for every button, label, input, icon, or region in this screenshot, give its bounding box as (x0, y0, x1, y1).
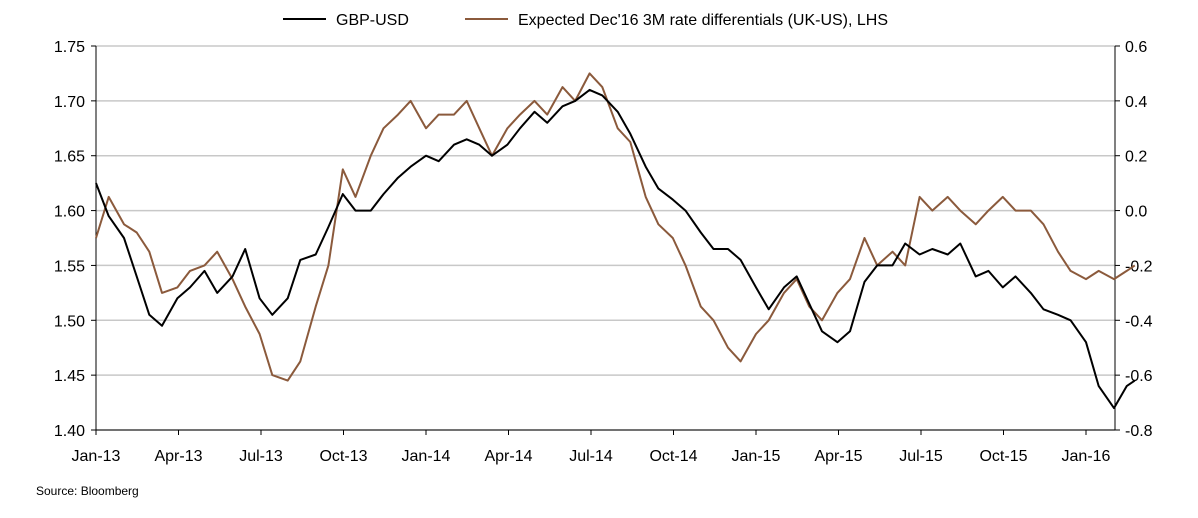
grid (96, 45, 1115, 431)
x-axis-ticks: Jan-13 Apr-13 Jul-13 Oct-13 Jan-14 Apr-14 Jul-… (72, 430, 1111, 465)
left-tick-label: 1.75 (54, 39, 85, 56)
series-line-rate-diff (95, 72, 1136, 382)
x-tick-label: Jan-13 (72, 448, 121, 465)
right-tick-label: -0.2 (1125, 258, 1153, 275)
right-tick-label: 0.2 (1125, 149, 1147, 166)
left-axis-ticks: 1.75 1.70 1.65 1.60 1.55 1.50 1.45 1.40 (54, 39, 96, 440)
right-tick-label: 0.4 (1125, 94, 1147, 111)
axes (95, 46, 1116, 431)
right-axis-ticks: 0.6 0.4 0.2 0.0 -0.2 -0.4 -0.6 -0.8 (1115, 39, 1153, 440)
series-line-gbp-usd (95, 88, 1136, 410)
left-tick-label: 1.40 (54, 423, 85, 440)
x-tick-label: Jan-14 (402, 448, 451, 465)
x-tick-label: Jul-15 (899, 448, 943, 465)
x-tick-label: Apr-15 (814, 448, 862, 465)
right-tick-label: -0.4 (1125, 313, 1153, 330)
left-tick-label: 1.45 (54, 368, 85, 385)
x-tick-label: Oct-15 (979, 448, 1027, 465)
source-note: Source: Bloomberg (36, 484, 139, 498)
x-tick-label: Jul-13 (239, 448, 283, 465)
x-tick-label: Jan-15 (732, 448, 781, 465)
left-tick-label: 1.70 (54, 94, 85, 111)
left-tick-label: 1.65 (54, 149, 85, 166)
legend-label-rate-diff: Expected Dec'16 3M rate differentials (U… (518, 12, 888, 29)
right-tick-label: -0.6 (1125, 368, 1153, 385)
x-tick-label: Jul-14 (569, 448, 613, 465)
x-tick-label: Jan-16 (1062, 448, 1111, 465)
left-tick-label: 1.55 (54, 258, 85, 275)
left-tick-label: 1.60 (54, 204, 85, 221)
right-tick-label: 0.0 (1125, 204, 1147, 221)
x-tick-label: Oct-14 (649, 448, 697, 465)
right-tick-label: -0.8 (1125, 423, 1153, 440)
right-tick-label: 0.6 (1125, 39, 1147, 56)
legend: GBP-USD Expected Dec'16 3M rate differen… (283, 12, 888, 29)
legend-label-gbp-usd: GBP-USD (336, 12, 409, 29)
left-tick-label: 1.50 (54, 313, 85, 330)
x-tick-label: Apr-13 (154, 448, 202, 465)
series-lines (95, 72, 1136, 410)
x-tick-label: Apr-14 (484, 448, 532, 465)
x-tick-label: Oct-13 (319, 448, 367, 465)
